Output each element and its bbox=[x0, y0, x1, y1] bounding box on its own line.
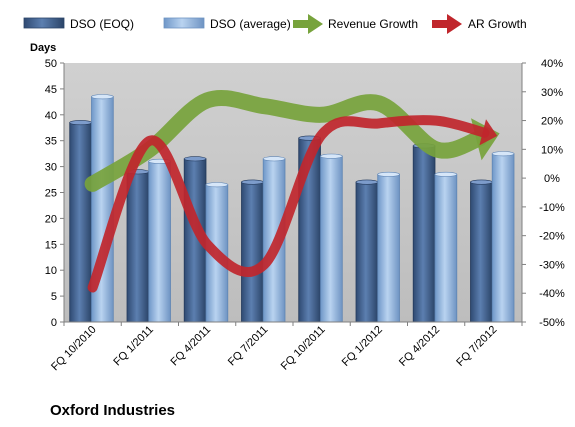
x-axis-ticks: FQ 10/2010 FQ 1/2011 FQ 4/2011 FQ 7/2011 FQ … bbox=[49, 322, 523, 374]
bar-dso-average-6 bbox=[434, 173, 458, 323]
legend-item-dso-eoq: DSO (EOQ) bbox=[23, 17, 134, 31]
bar-dso-average-1 bbox=[148, 160, 171, 323]
bar-dso-eoq-1 bbox=[126, 171, 150, 323]
bar-dso-eoq-7 bbox=[470, 181, 493, 323]
bar-top-dso-eoq-0 bbox=[69, 120, 92, 126]
bar-dso-eoq-3 bbox=[241, 181, 264, 323]
line-revenue-growth bbox=[84, 89, 488, 192]
legend-item-dso-average: DSO (average) bbox=[163, 17, 291, 31]
legend-arrow-ar-growth bbox=[432, 14, 462, 34]
right-tick-label: 10% bbox=[541, 144, 563, 156]
right-tick-label: 30% bbox=[541, 87, 563, 99]
x-tick-label: FQ 4/2012 bbox=[397, 324, 442, 369]
bar-dso-average-7 bbox=[491, 153, 515, 323]
left-tick-label: 35 bbox=[45, 136, 57, 148]
bar-top-dso-eoq-5 bbox=[355, 179, 379, 185]
bar-top-dso-average-4 bbox=[320, 153, 343, 159]
right-tick-label: -30% bbox=[539, 259, 565, 271]
bar-top-dso-eoq-7 bbox=[470, 179, 493, 185]
bar-top-dso-average-5 bbox=[377, 171, 400, 177]
bar-top-dso-eoq-3 bbox=[241, 179, 264, 185]
left-tick-label: 0 bbox=[51, 317, 57, 329]
right-tick-label: -50% bbox=[539, 317, 565, 329]
left-tick-label: 25 bbox=[45, 188, 57, 200]
arrowhead-ar-growth bbox=[479, 119, 498, 146]
right-tick-label: 20% bbox=[541, 116, 563, 128]
left-tick-label: 40 bbox=[45, 110, 57, 122]
legend-label-revenue-growth: Revenue Growth bbox=[328, 17, 418, 31]
left-tick-label: 15 bbox=[45, 239, 57, 251]
line-ar-growth bbox=[87, 115, 490, 293]
legend-label-dso-eoq: DSO (EOQ) bbox=[70, 17, 134, 31]
x-tick-label: FQ 1/2012 bbox=[340, 324, 385, 369]
x-tick-label: FQ 10/2010 bbox=[49, 324, 99, 374]
bar-top-dso-average-7 bbox=[491, 151, 515, 157]
bar-top-dso-eoq-2 bbox=[183, 156, 207, 162]
legend-arrow-revenue-growth bbox=[293, 14, 323, 34]
left-tick-label: 10 bbox=[45, 265, 57, 277]
bar-dso-average-5 bbox=[377, 173, 400, 323]
right-tick-label: -10% bbox=[539, 202, 565, 214]
bar-top-dso-average-3 bbox=[262, 156, 286, 162]
left-tick-label: 20 bbox=[45, 213, 57, 225]
bar-top-dso-average-2 bbox=[205, 182, 229, 188]
x-tick-label: FQ 7/2012 bbox=[454, 324, 499, 369]
lines-layer bbox=[84, 89, 500, 293]
chart-title: Oxford Industries bbox=[50, 402, 175, 419]
right-tick-label: 0% bbox=[544, 173, 560, 185]
right-tick-label: -20% bbox=[539, 231, 565, 243]
right-tick-label: 40% bbox=[541, 58, 563, 70]
legend-label-dso-average: DSO (average) bbox=[210, 17, 291, 31]
x-tick-label: FQ 1/2011 bbox=[111, 324, 156, 369]
bars-layer bbox=[69, 94, 515, 323]
bar-top-dso-average-6 bbox=[434, 171, 458, 177]
right-axis-ticks: -50% -40% -30% -20% -10% 0% 10% 20% 30% 40% bbox=[522, 58, 565, 329]
legend: DSO (EOQ) DSO (average) Revenue Growth A… bbox=[23, 14, 527, 34]
right-tick-label: -40% bbox=[539, 288, 565, 300]
legend-item-revenue-growth: Revenue Growth bbox=[293, 14, 418, 34]
x-tick-label: FQ 4/2011 bbox=[169, 324, 214, 369]
bar-top-dso-average-0 bbox=[91, 94, 114, 100]
x-tick-label: FQ 7/2011 bbox=[226, 324, 271, 369]
legend-item-ar-growth: AR Growth bbox=[432, 14, 527, 34]
legend-swatch-dso-eoq bbox=[23, 17, 65, 29]
left-tick-label: 5 bbox=[51, 291, 57, 303]
left-tick-label: 30 bbox=[45, 162, 57, 174]
bar-dso-eoq-5 bbox=[355, 181, 379, 323]
bar-dso-eoq-0 bbox=[69, 122, 92, 323]
bar-dso-eoq-6 bbox=[412, 145, 436, 323]
x-tick-label: FQ 10/2011 bbox=[279, 324, 328, 373]
left-axis-ticks: 0 5 10 15 20 25 30 35 40 45 50 bbox=[45, 58, 64, 329]
y-axis-title: Days bbox=[30, 42, 56, 54]
legend-swatch-dso-average bbox=[163, 17, 205, 29]
left-tick-label: 50 bbox=[45, 58, 57, 70]
legend-label-ar-growth: AR Growth bbox=[468, 17, 527, 31]
bar-dso-average-4 bbox=[320, 155, 343, 323]
left-tick-label: 45 bbox=[45, 84, 57, 96]
